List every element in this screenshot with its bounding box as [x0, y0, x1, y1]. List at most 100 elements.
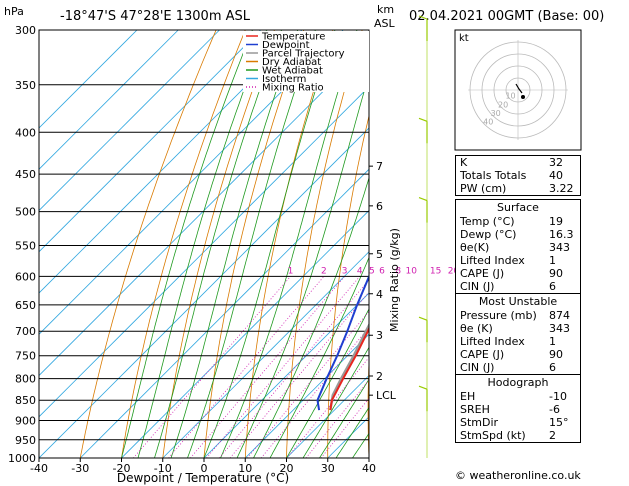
pressure-tick-label: 850: [15, 394, 36, 407]
dry-adiabat-line: [79, 30, 217, 458]
dry-adiabat-line: [203, 30, 305, 458]
mu-li-value: 1: [549, 335, 556, 348]
eh-value: -10: [549, 390, 567, 403]
parcel-trajectory-line: [329, 322, 369, 411]
eh-row: EH -10: [456, 390, 580, 403]
wind-barb-flag: [418, 385, 428, 390]
mu-pressure-label: Pressure (mb): [460, 309, 537, 322]
mixing-ratio-line: [247, 310, 369, 458]
pressure-tick-label: 500: [15, 206, 36, 219]
hodograph-kt-label: kt: [459, 33, 469, 44]
li-value: 1: [549, 254, 556, 267]
legend-label: Wet Adiabat: [262, 66, 323, 77]
skewt-axes: 3003504004505005506006507007508008509009…: [8, 24, 397, 475]
wet-adiabat-line: [220, 30, 358, 458]
wind-barb-flag: [418, 197, 428, 202]
wet-adiabat-line: [319, 378, 369, 458]
mixing-ratio-label: 2: [321, 266, 327, 276]
wet-adiabat-line: [286, 308, 369, 458]
pw-label: PW (cm): [460, 182, 507, 195]
mixing-ratio-label: 5: [369, 266, 375, 276]
wet-adiabat-line: [269, 256, 369, 458]
theta-e-value: 343: [549, 241, 570, 254]
storm-motion-dot: [521, 95, 525, 99]
hodograph-ring-label: 10: [505, 92, 515, 101]
km-tick-label: 7: [376, 160, 383, 173]
temperature-line: [329, 326, 369, 411]
legend-label: Temperature: [261, 32, 325, 43]
pw-value: 3.22: [549, 182, 574, 195]
stmdir-row: StmDir 15°: [456, 416, 580, 429]
cin-value: 6: [549, 280, 556, 293]
hodo-title: Hodograph: [456, 374, 580, 390]
mixing-ratio-line: [229, 291, 369, 458]
wind-barb: [418, 316, 428, 343]
pressure-tick-label: 550: [15, 239, 36, 252]
temp-tick-label: -30: [71, 462, 89, 475]
temp-tick-label: 40: [362, 462, 376, 475]
mixing-ratio-label: 1: [288, 266, 294, 276]
pressure-tick-label: 700: [15, 325, 36, 338]
location-title: -18°47'S 47°28'E 1300m ASL: [60, 9, 251, 24]
legend-label: Mixing Ratio: [262, 83, 324, 94]
wet-adiabat-line: [302, 346, 369, 458]
mu-cape-row: CAPE (J) 90: [456, 348, 580, 361]
mu-li-label: Lifted Index: [460, 335, 525, 348]
hodograph-ring-label: 40: [483, 118, 493, 127]
dewp-label: Dewp (°C): [460, 228, 517, 241]
sreh-row: SREH -6: [456, 403, 580, 416]
sreh-label: SREH: [460, 403, 490, 416]
km-tick-label: 6: [376, 200, 383, 213]
wind-barb: [418, 385, 428, 412]
pressure-tick-label: 750: [15, 350, 36, 363]
cin-label: CIN (J): [460, 280, 495, 293]
km-tick-label: 2: [376, 370, 383, 383]
dry-adiabat-line: [367, 352, 369, 458]
mu-pressure-value: 874: [549, 309, 570, 322]
isotherm-line: [39, 30, 303, 294]
km-tick-label: 5: [376, 248, 383, 261]
wind-barb-flag: [418, 15, 428, 20]
isotherm-line: [286, 374, 369, 458]
temp-value: 19: [549, 215, 563, 228]
x-axis-label: Dewpoint / Temperature (°C): [117, 471, 289, 485]
stmspd-row: StmSpd (kt) 2: [456, 429, 580, 442]
mixing-ratio-label: 8: [395, 266, 401, 276]
isotherm-line: [244, 333, 369, 458]
temp-tick-label: -20: [113, 462, 131, 475]
isotherm-line: [39, 30, 262, 253]
temp-tick-label: -40: [30, 462, 48, 475]
wind-barb: [418, 197, 428, 223]
totals-label: Totals Totals: [460, 169, 527, 182]
mixing-ratio-label: 15: [430, 266, 441, 276]
copyright-footer[interactable]: © weatheronline.co.uk: [455, 469, 581, 482]
legend-label: Isotherm: [262, 74, 306, 85]
indices-panel: K 32 Totals Totals 40 PW (cm) 3.22: [455, 155, 581, 196]
mu-theta-row: θe (K) 343: [456, 322, 580, 335]
legend-label: Dewpoint: [262, 40, 310, 51]
temp-tick-label: 0: [201, 462, 208, 475]
hodograph-ring-label: 30: [491, 109, 501, 118]
isotherm-line: [162, 251, 369, 458]
temp-row: Temp (°C) 19: [456, 215, 580, 228]
mu-pressure-row: Pressure (mb) 874: [456, 309, 580, 322]
dry-adiabat-line: [407, 30, 450, 458]
isotherm-line: [203, 292, 369, 458]
mixing-ratio-label: 6: [379, 266, 385, 276]
mixing-ratio-label: 3: [342, 266, 348, 276]
isotherm-line: [39, 86, 369, 418]
mixing-ratio-axis-label: Mixing Ratio (g/kg): [388, 228, 401, 332]
pressure-tick-label: 300: [15, 24, 36, 37]
legend-box: [243, 31, 369, 92]
isotherm-line: [39, 30, 138, 129]
mu-cape-label: CAPE (J): [460, 348, 505, 361]
cape-label: CAPE (J): [460, 267, 505, 280]
wind-barb: [418, 117, 428, 144]
asl-label: ASL: [374, 17, 396, 30]
dry-adiabat-line: [619, 30, 629, 458]
pressure-tick-label: 950: [15, 434, 36, 447]
legend-label: Dry Adiabat: [262, 57, 321, 68]
dewpoint-line: [316, 273, 369, 411]
